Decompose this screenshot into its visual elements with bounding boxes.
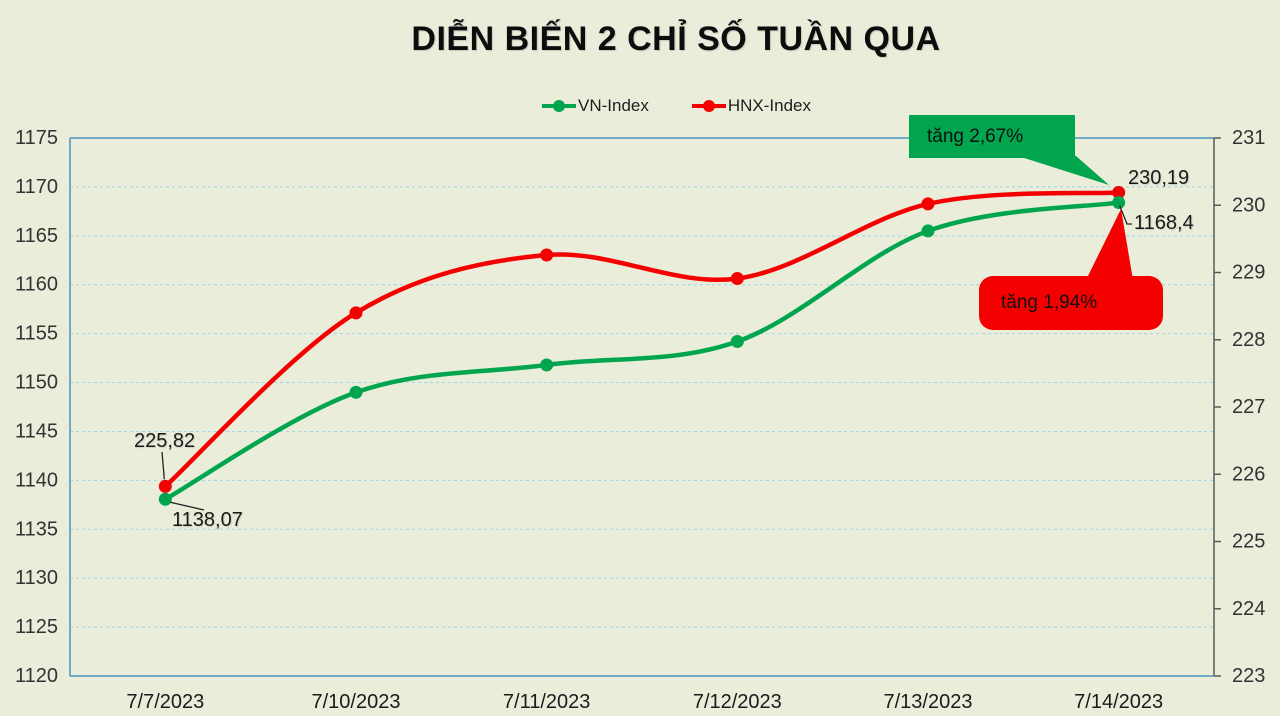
vn-last-value-label: 1168,4: [1134, 212, 1194, 234]
right-axis-tick-label: 225: [1232, 531, 1265, 553]
right-axis-tick-label: 231: [1232, 127, 1265, 149]
vn-index-line: [163, 200, 1121, 502]
hnx-callout-pointer: [1018, 156, 1109, 185]
vn-first-leader-line: [170, 501, 205, 511]
hnx-index-point: [730, 272, 744, 286]
vn-index-point: [540, 358, 554, 372]
vn-index-point: [349, 385, 363, 399]
right-axis-tick-label: 230: [1232, 194, 1265, 216]
vn-change-callout: tăng 1,94%: [979, 276, 1163, 330]
left-axis-tick-label: 1145: [15, 420, 58, 442]
right-axis-tick-label: 223: [1232, 665, 1265, 687]
left-axis-tick-label: 1170: [15, 176, 58, 198]
left-axis-tick-label: 1150: [15, 372, 58, 394]
legend-label-hnx-index: HNX-Index: [727, 96, 811, 115]
annotation-leader-lines: [161, 205, 1132, 511]
plot-border: [69, 137, 1214, 677]
x-axis-tick-label: 7/10/2023: [312, 691, 401, 713]
left-axis-tick-label: 1130: [15, 567, 58, 589]
right-axis-tick-label: 227: [1232, 396, 1265, 418]
legend: VN-Index HNX-Index: [0, 96, 1280, 116]
legend-item-vn-index[interactable]: VN-Index: [541, 96, 649, 116]
x-axis-tick-label: 7/14/2023: [1074, 691, 1163, 713]
vn-callout-pointer: [1086, 209, 1133, 280]
vn-index-point: [158, 492, 172, 506]
gridlines: [70, 186, 1214, 628]
hnx-first-leader-line: [161, 451, 165, 480]
left-axis-tick-label: 1160: [15, 274, 58, 296]
chart-title: DIỄN BIẾN 2 CHỈ SỐ TUẦN QUA: [411, 20, 941, 58]
hnx-last-value-label: 230,19: [1128, 167, 1190, 189]
hnx-index-point: [349, 306, 363, 320]
left-axis-tick-label: 1135: [15, 518, 58, 540]
vn-first-value-label: 1138,07: [172, 509, 243, 531]
vn-index-legend-marker: [541, 100, 576, 112]
left-axis-tick-label: 1125: [15, 616, 58, 638]
hnx-change-callout: tăng 2,67%: [909, 115, 1075, 158]
left-axis-tick-label: 1120: [15, 665, 58, 687]
left-axis-tick-label: 1175: [15, 127, 58, 149]
right-axis-tick-label: 224: [1232, 598, 1265, 620]
vn-index-point: [730, 334, 744, 348]
hnx-index-series: [158, 185, 1126, 493]
x-axis-tick-label: 7/11/2023: [503, 691, 591, 713]
vn-index-point: [1112, 196, 1126, 210]
hnx-index-point: [158, 479, 172, 493]
left-axis: 1175 1170 1165 1160 1155 1150 1145 1140 1135 1130…: [15, 127, 58, 687]
hnx-index-point: [540, 248, 554, 262]
hnx-index-legend-marker: [691, 100, 726, 112]
legend-label-vn-index: VN-Index: [577, 96, 649, 115]
x-axis-tick-label: 7/13/2023: [884, 691, 973, 713]
hnx-index-point: [921, 197, 935, 211]
hnx-index-point: [1112, 185, 1126, 199]
right-axis-tick-label: 228: [1232, 329, 1265, 351]
hnx-index-line: [163, 190, 1121, 489]
x-axis: 7/7/2023 7/10/2023 7/11/2023 7/12/2023 7/13/…: [126, 691, 1163, 713]
hnx-first-value-label: 225,82: [134, 430, 196, 452]
right-axis-tick-label: 229: [1232, 262, 1265, 284]
vn-index-series: [158, 196, 1126, 506]
vn-index-point: [921, 224, 935, 238]
right-axis-tick-label: 226: [1232, 463, 1265, 485]
x-axis-tick-label: 7/12/2023: [693, 691, 782, 713]
vn-change-text: tăng 1,94%: [1001, 292, 1098, 313]
right-axis: 231 230 229 228 227 226 225 224 223: [1213, 127, 1265, 687]
vn-last-leader-line: [1119, 205, 1132, 225]
left-axis-tick-label: 1140: [15, 469, 58, 491]
left-axis-tick-label: 1155: [15, 323, 58, 345]
hnx-change-text: tăng 2,67%: [927, 125, 1024, 147]
legend-item-hnx-index[interactable]: HNX-Index: [691, 96, 811, 116]
x-axis-tick-label: 7/7/2023: [126, 691, 204, 713]
left-axis-tick-label: 1165: [15, 225, 58, 247]
